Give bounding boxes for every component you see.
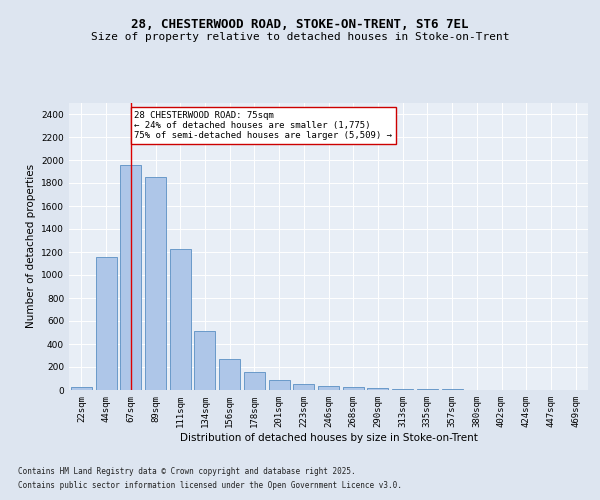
Bar: [71, 387, 92, 390]
Y-axis label: Number of detached properties: Number of detached properties: [26, 164, 35, 328]
Bar: [145, 178, 166, 390]
Text: Contains public sector information licensed under the Open Government Licence v3: Contains public sector information licen…: [18, 481, 402, 490]
Bar: [367, 388, 388, 390]
Bar: [392, 388, 413, 390]
Bar: [95, 257, 116, 390]
Bar: [417, 389, 438, 390]
Bar: [219, 359, 240, 390]
Bar: [318, 386, 339, 390]
Bar: [194, 331, 215, 390]
Text: 28 CHESTERWOOD ROAD: 75sqm
← 24% of detached houses are smaller (1,775)
75% of s: 28 CHESTERWOOD ROAD: 75sqm ← 24% of deta…: [134, 110, 392, 140]
Text: Contains HM Land Registry data © Crown copyright and database right 2025.: Contains HM Land Registry data © Crown c…: [18, 467, 356, 476]
Text: 28, CHESTERWOOD ROAD, STOKE-ON-TRENT, ST6 7EL: 28, CHESTERWOOD ROAD, STOKE-ON-TRENT, ST…: [131, 18, 469, 30]
Bar: [293, 384, 314, 390]
Bar: [244, 372, 265, 390]
X-axis label: Distribution of detached houses by size in Stoke-on-Trent: Distribution of detached houses by size …: [179, 432, 478, 442]
Bar: [343, 388, 364, 390]
Bar: [269, 380, 290, 390]
Bar: [120, 164, 141, 390]
Text: Size of property relative to detached houses in Stoke-on-Trent: Size of property relative to detached ho…: [91, 32, 509, 42]
Bar: [170, 248, 191, 390]
